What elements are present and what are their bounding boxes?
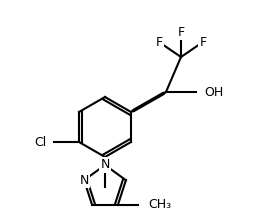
Text: F: F xyxy=(155,36,163,48)
Text: N: N xyxy=(100,159,110,172)
Text: N: N xyxy=(80,174,89,187)
Text: CH₃: CH₃ xyxy=(148,198,171,211)
Text: OH: OH xyxy=(204,85,223,99)
Text: Cl: Cl xyxy=(34,135,46,149)
Text: F: F xyxy=(199,36,206,48)
Text: F: F xyxy=(177,26,185,38)
